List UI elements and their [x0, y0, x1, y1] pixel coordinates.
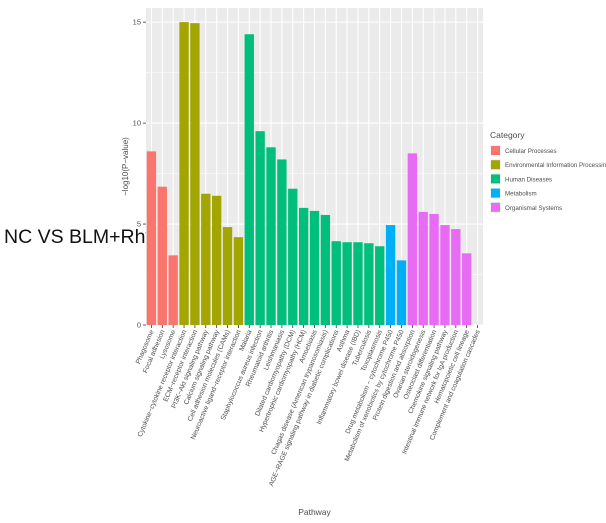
bar	[146, 151, 157, 325]
legend: Category Cellular Processes Environmental…	[490, 130, 606, 213]
x-axis-title: Pathway	[298, 507, 331, 517]
bar	[309, 210, 320, 325]
y-axis-ticks: 0 5 10 15	[133, 18, 146, 330]
bar	[385, 225, 396, 325]
y-axis-title: −log10(P−value)	[121, 137, 130, 196]
y-tick-label: 0	[137, 321, 141, 330]
comparison-label: NC VS BLM+Rhy	[4, 226, 156, 248]
legend-swatch	[491, 202, 500, 212]
bar	[342, 242, 352, 325]
bar	[288, 188, 298, 325]
bar	[375, 246, 385, 325]
bar	[179, 22, 189, 325]
bar	[201, 193, 211, 325]
bar	[418, 211, 428, 325]
legend-label: Organismal Systems	[505, 205, 562, 212]
bar	[353, 242, 363, 325]
bar	[190, 23, 200, 326]
bar	[222, 227, 233, 325]
bar	[462, 253, 472, 325]
bar	[277, 159, 287, 325]
legend-title: Category	[490, 130, 525, 140]
bar	[168, 255, 178, 325]
legend-swatch	[491, 146, 500, 155]
bar	[255, 131, 265, 325]
bar	[320, 214, 331, 325]
legend-label: Metabolism	[505, 191, 537, 198]
bars	[146, 22, 472, 326]
legend-swatch	[491, 188, 500, 198]
legend-label: Cellular Processes	[505, 148, 557, 155]
bar	[440, 225, 450, 325]
y-tick-label: 5	[137, 220, 141, 229]
bar	[364, 243, 374, 325]
bar	[396, 260, 407, 325]
legend-swatch	[491, 174, 500, 184]
y-tick-label: 15	[133, 18, 141, 27]
legend-swatch	[491, 160, 500, 170]
bar	[233, 237, 244, 325]
bar	[407, 153, 418, 325]
bar	[266, 147, 276, 325]
legend-label: Human Diseases	[505, 176, 552, 183]
legend-label: Environmental Information Processing	[505, 162, 606, 169]
bar	[298, 207, 309, 325]
bar	[157, 186, 167, 325]
bar	[331, 241, 341, 325]
bar	[451, 229, 461, 325]
bar	[211, 195, 222, 325]
y-tick-label: 10	[133, 119, 141, 128]
bar	[244, 34, 254, 325]
bar	[429, 213, 439, 325]
